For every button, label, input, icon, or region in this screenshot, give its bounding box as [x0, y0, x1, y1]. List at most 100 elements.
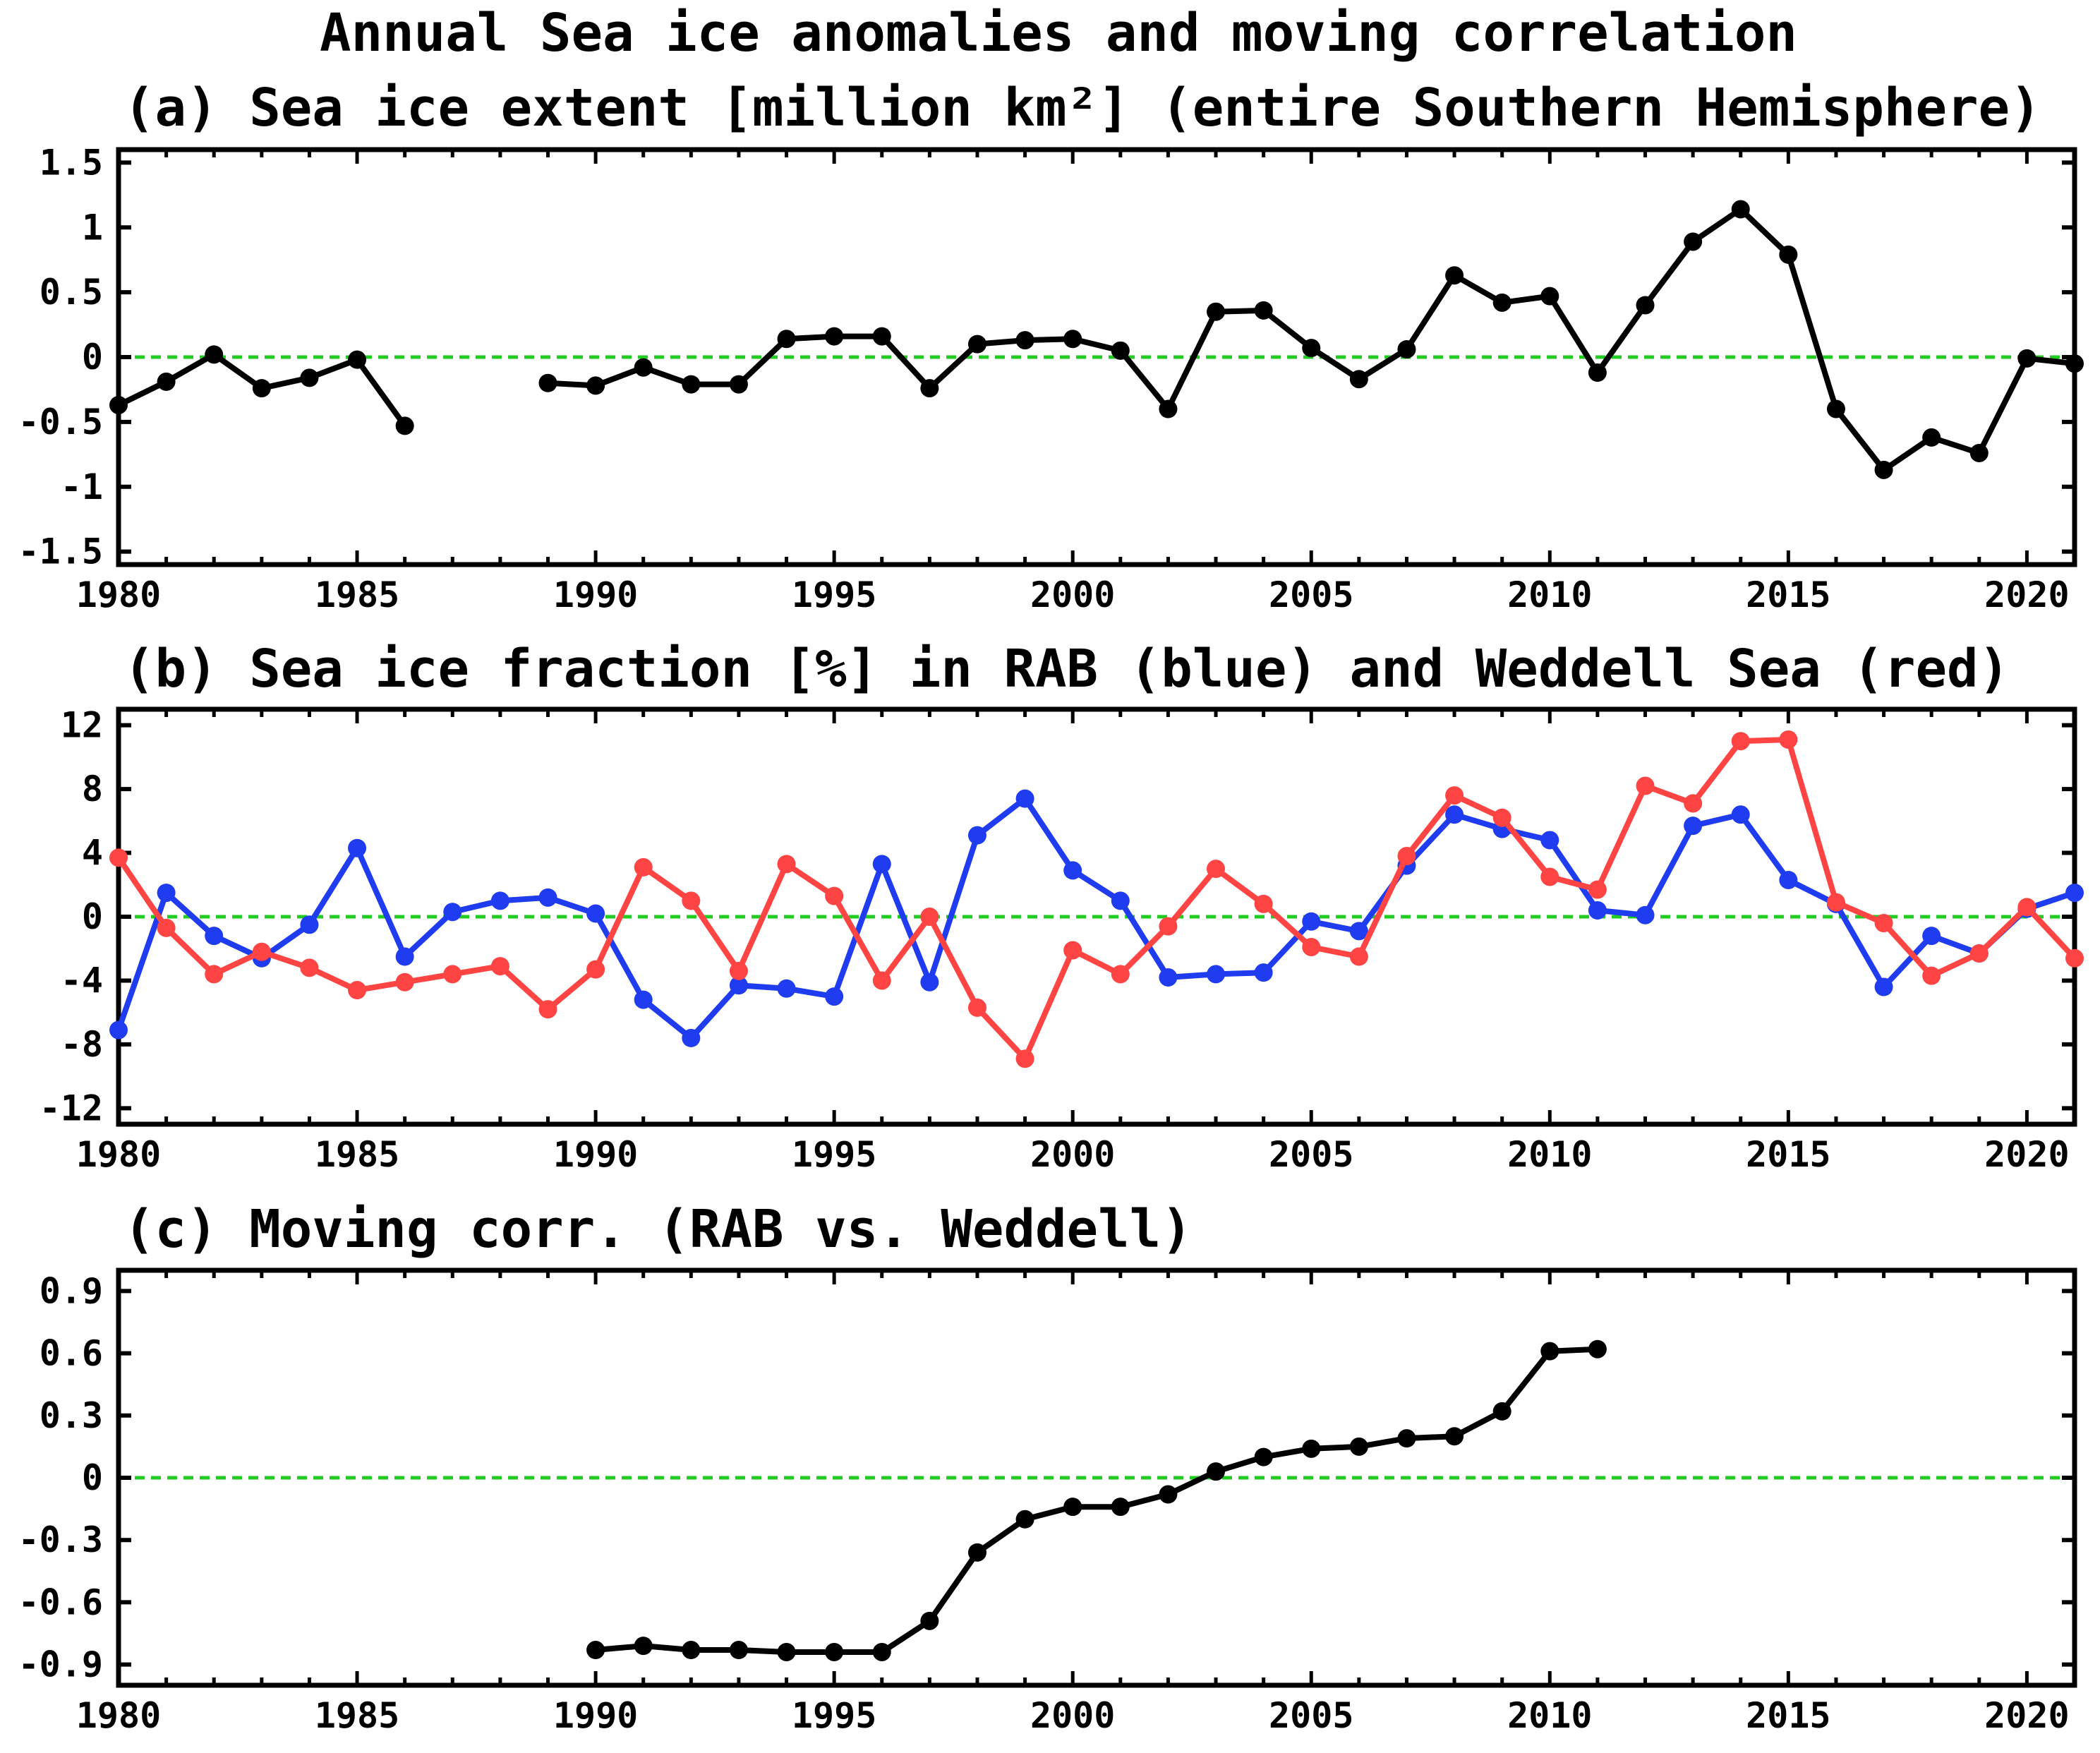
data-point-rab	[967, 826, 986, 845]
panel-b: (b) Sea ice fraction [%] in RAB (blue) a…	[40, 639, 2084, 1175]
data-point-sea-ice-extent	[1015, 331, 1034, 350]
data-point-moving-correlation	[1063, 1498, 1082, 1517]
data-point-sea-ice-extent	[205, 345, 224, 364]
data-point-moving-correlation	[1445, 1427, 1464, 1446]
panel-c: (c) Moving corr. (RAB vs. Weddell) -0.9 -…	[18, 1199, 2077, 1736]
data-point-weddell-sea	[1922, 966, 1941, 985]
data-point-moving-correlation	[1111, 1498, 1130, 1517]
series-line-weddell-sea	[116, 737, 2077, 1062]
data-point-sea-ice-extent	[109, 395, 128, 414]
data-point-sea-ice-extent	[634, 358, 653, 377]
x-tick-label: 1985	[315, 1134, 399, 1175]
data-point-weddell-sea	[395, 972, 414, 992]
figure-title: Annual Sea ice anomalies and moving corr…	[320, 3, 1797, 64]
data-point-moving-correlation	[1159, 1485, 1178, 1504]
y-tick-label: 8	[82, 769, 103, 809]
data-point-weddell-sea	[1731, 732, 1750, 751]
x-tick-label: 1985	[315, 574, 399, 615]
data-point-weddell-sea	[1684, 794, 1703, 813]
panel-b-plot: -12 -8 -4 0 4 8 12 1980 1985 1990 1995 2000 2005 2010…	[40, 705, 2084, 1175]
y-tick-label: -4	[61, 960, 103, 1001]
data-point-rab	[1254, 963, 1273, 982]
data-point-moving-correlation	[634, 1637, 653, 1656]
data-point-rab	[1874, 977, 1893, 996]
y-tick-label: 0	[82, 337, 103, 378]
data-point-sea-ice-extent	[1922, 428, 1941, 447]
data-point-weddell-sea	[490, 957, 509, 976]
y-tick-label: -0.5	[18, 402, 103, 442]
data-point-moving-correlation	[682, 1641, 701, 1660]
x-tick-label: 2000	[1030, 574, 1115, 615]
data-point-sea-ice-extent	[1588, 363, 1607, 382]
data-point-weddell-sea	[252, 942, 271, 961]
data-point-sea-ice-extent	[2017, 349, 2036, 368]
x-tick-label: 1980	[76, 1695, 161, 1736]
y-tick-label: 1.5	[40, 142, 103, 183]
data-point-rab	[490, 891, 509, 910]
data-point-weddell-sea	[920, 908, 939, 926]
data-point-sea-ice-extent	[348, 350, 367, 369]
x-tick-label: 1995	[792, 1695, 876, 1736]
data-point-sea-ice-extent	[1636, 296, 1655, 315]
y-tick-label: -1	[61, 466, 103, 507]
panel-a-title: (a) Sea ice extent [million km²] (entire…	[123, 78, 2041, 138]
data-point-weddell-sea	[1397, 847, 1416, 866]
data-point-sea-ice-extent	[157, 372, 176, 391]
y-tick-label: 0.3	[40, 1395, 103, 1436]
data-point-weddell-sea	[777, 855, 796, 874]
data-point-rab	[872, 855, 891, 874]
data-point-sea-ice-extent	[967, 335, 986, 354]
data-point-rab	[1540, 831, 1559, 850]
data-point-rab	[682, 1028, 701, 1047]
data-point-sea-ice-extent	[872, 327, 891, 346]
data-point-rab	[1159, 968, 1178, 987]
data-point-rab	[1445, 805, 1464, 824]
data-point-weddell-sea	[443, 965, 462, 984]
data-point-sea-ice-extent	[586, 376, 605, 395]
data-point-sea-ice-extent	[1779, 245, 1798, 264]
x-tick-label: 2020	[1984, 1695, 2069, 1736]
data-point-sea-ice-extent	[395, 416, 414, 435]
x-tick-label: 2010	[1507, 574, 1592, 615]
x-tick-label: 1990	[553, 574, 638, 615]
data-point-weddell-sea	[682, 891, 701, 910]
data-point-weddell-sea	[1874, 914, 1893, 933]
y-tick-label: -12	[40, 1088, 103, 1128]
data-point-moving-correlation	[920, 1611, 939, 1630]
y-tick-label: 0.6	[40, 1333, 103, 1374]
x-tick-label: 1995	[792, 574, 876, 615]
data-point-moving-correlation	[1302, 1439, 1321, 1458]
data-point-weddell-sea	[1969, 944, 1989, 963]
data-point-rab	[395, 947, 414, 966]
data-point-sea-ice-extent	[538, 373, 557, 392]
data-point-moving-correlation	[1349, 1437, 1368, 1456]
panel-c-title: (c) Moving corr. (RAB vs. Weddell)	[123, 1199, 1193, 1260]
data-point-sea-ice-extent	[1302, 339, 1321, 358]
data-point-rab	[1207, 965, 1226, 984]
data-point-weddell-sea	[538, 1000, 557, 1019]
y-tick-label: 0.9	[40, 1270, 103, 1311]
y-tick-label: -0.9	[18, 1644, 103, 1685]
data-point-rab	[109, 1020, 128, 1040]
data-point-rab	[1063, 861, 1082, 880]
x-tick-label: 2005	[1269, 574, 1353, 615]
panel-b-title: (b) Sea ice fraction [%] in RAB (blue) a…	[123, 639, 2010, 699]
data-point-moving-correlation	[1492, 1402, 1511, 1421]
data-point-sea-ice-extent	[825, 327, 844, 346]
data-point-rab	[300, 915, 319, 934]
x-tick-label: 2015	[1746, 574, 1830, 615]
data-point-rab	[2065, 884, 2084, 903]
data-point-sea-ice-extent	[1826, 399, 1845, 418]
y-tick-label: 1	[82, 207, 103, 248]
data-point-sea-ice-extent	[1111, 341, 1130, 360]
data-point-weddell-sea	[1302, 937, 1321, 956]
data-point-weddell-sea	[872, 971, 891, 990]
data-point-rab	[205, 927, 224, 946]
data-point-sea-ice-extent	[1540, 287, 1559, 306]
data-point-sea-ice-extent	[777, 330, 796, 349]
data-point-sea-ice-extent	[920, 379, 939, 398]
data-point-moving-correlation	[872, 1642, 891, 1661]
y-tick-label: -0.3	[18, 1519, 103, 1560]
x-tick-label: 2020	[1984, 574, 2069, 615]
panel-a-plot: -1.5 -1 -0.5 0 0.5 1 1.5 1980 1985 1990 1995 2000 20…	[18, 142, 2084, 615]
